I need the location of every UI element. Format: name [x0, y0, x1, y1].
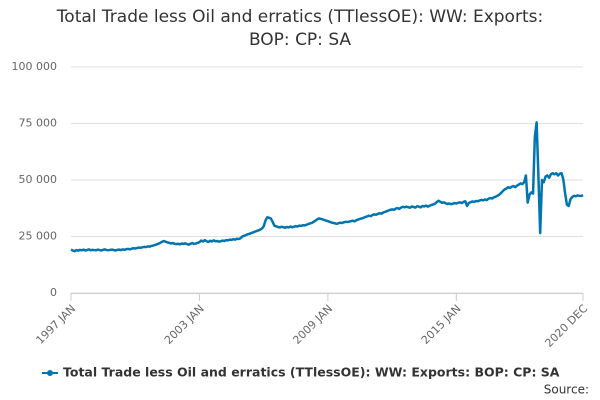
y-tick-label: 50 000: [19, 173, 58, 186]
data-line: [70, 121, 584, 253]
x-tick-label: 2003 JAN: [162, 302, 207, 347]
x-tick-label: 2015 JAN: [419, 302, 464, 347]
y-tick-label: 0: [50, 286, 57, 299]
x-tick-label: 2020 DEC: [542, 302, 590, 350]
legend-marker: [47, 370, 53, 376]
y-tick-label: 75 000: [19, 117, 58, 130]
y-tick-label: 25 000: [19, 230, 58, 243]
y-tick-label: 100 000: [12, 60, 58, 73]
chart-title: Total Trade less Oil and erratics (TTles…: [56, 7, 544, 50]
source: Source:: [544, 383, 589, 397]
legend-label: Total Trade less Oil and erratics (TTles…: [63, 365, 560, 380]
x-tick-label: 1997 JAN: [33, 302, 78, 347]
x-tick-label: 2009 JAN: [290, 302, 335, 347]
